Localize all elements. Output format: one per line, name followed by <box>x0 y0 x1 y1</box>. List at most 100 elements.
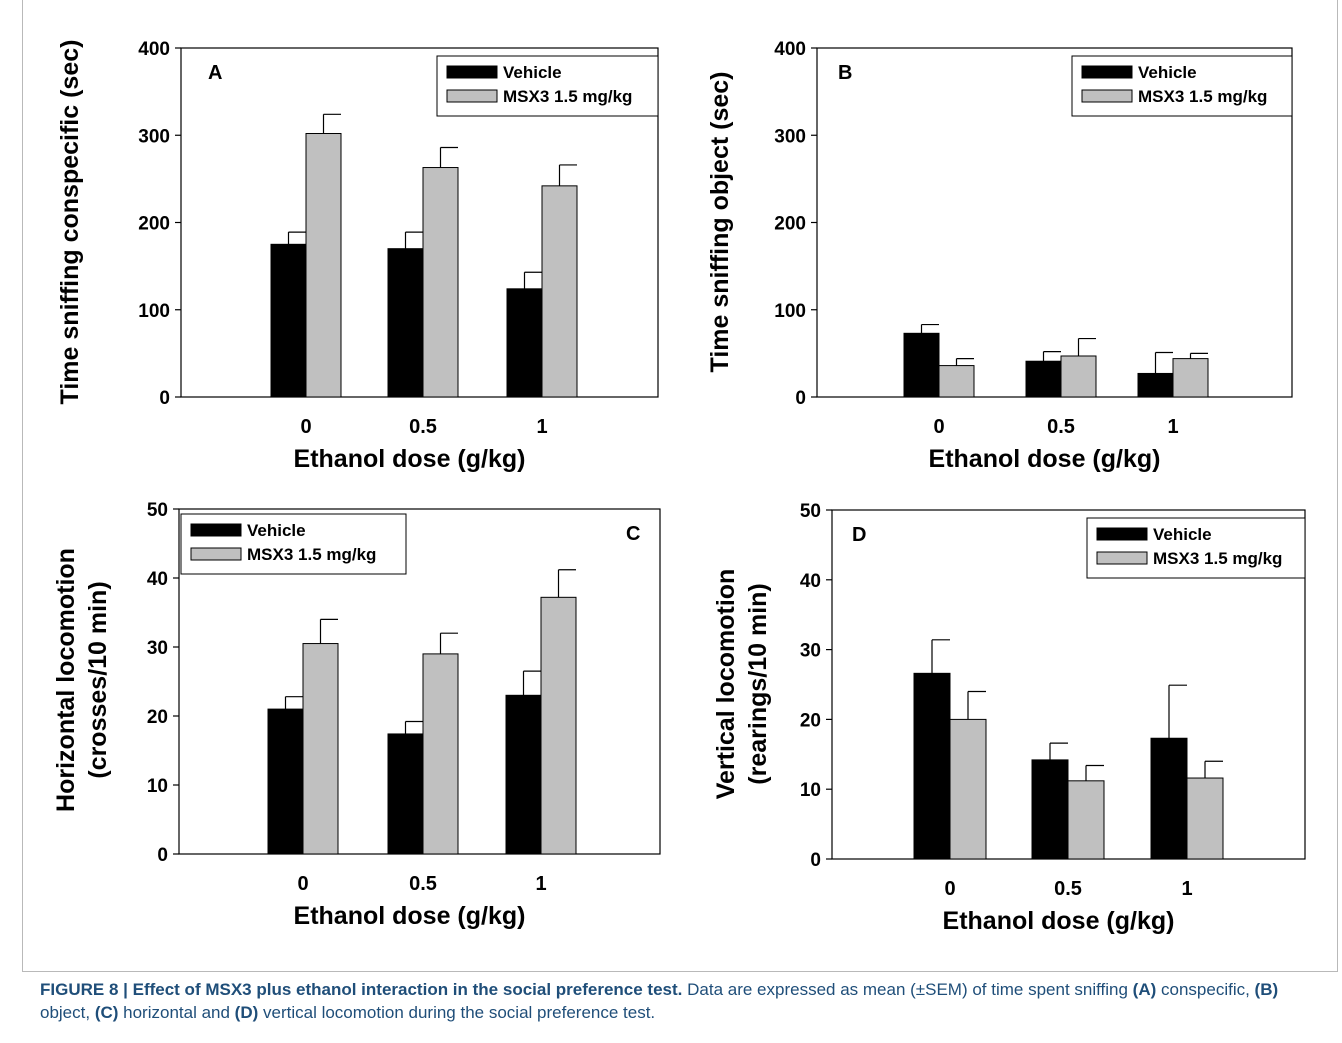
panel-c-ylabel-line: Horizontal locomotion <box>52 548 80 812</box>
panel-a-bar-vehicle <box>387 248 424 398</box>
panel-c-legend-label-vehicle: Vehicle <box>247 521 306 540</box>
panel-a-ytick-label: 100 <box>138 301 170 322</box>
panel-c-xtick-label: 0 <box>297 873 308 895</box>
caption-text-5: vertical locomotion during the social pr… <box>258 1003 656 1022</box>
panel-c-letter: C <box>626 523 640 545</box>
panel-b-xtick-label: 0.5 <box>1047 416 1075 438</box>
panel-a-ytick-label: 300 <box>138 126 170 147</box>
panel-c-bar-msx3 <box>302 643 339 855</box>
panel-c-legend-label-msx3: MSX3 1.5 mg/kg <box>247 545 376 564</box>
panel-c-bar-vehicle <box>505 694 542 855</box>
panel-d-ytick-label: 50 <box>800 501 821 522</box>
panel-b-bar-vehicle <box>903 332 940 398</box>
caption-text-4: horizontal and <box>118 1003 235 1022</box>
panel-b-legend-label-vehicle: Vehicle <box>1138 63 1197 82</box>
panel-c-ytick-label: 20 <box>147 707 168 728</box>
panel-a-xtick-label: 1 <box>536 416 547 438</box>
panel-b-xlabel: Ethanol dose (g/kg) <box>929 445 1161 473</box>
panel-d-legend-swatch-msx3 <box>1096 551 1148 565</box>
panel-c-ytick-label: 40 <box>147 569 168 590</box>
panel-d-xlabel: Ethanol dose (g/kg) <box>943 907 1175 935</box>
panel-c-ytick-label: 50 <box>147 500 168 521</box>
panel-c-ytick-label: 0 <box>157 845 168 866</box>
panel-b-legend-swatch-msx3 <box>1081 89 1133 103</box>
panel-c-ylabel-line: (crosses/10 min) <box>84 581 112 778</box>
panel-a-legend-swatch-vehicle <box>446 65 498 79</box>
panel-a-letter: A <box>208 62 222 84</box>
panel-c-ylabel: Horizontal locomotion (crosses/10 min) <box>52 548 112 812</box>
panel-a-ytick-label: 400 <box>138 39 170 60</box>
panel-b-bar-msx3 <box>1172 358 1209 398</box>
panel-d-bar-vehicle <box>913 672 951 860</box>
panel-a-bar-msx3 <box>541 185 578 398</box>
panel-b-bar-msx3 <box>938 365 975 398</box>
panel-a-legend-label-msx3: MSX3 1.5 mg/kg <box>503 87 632 106</box>
panel-b-ytick-label: 400 <box>774 39 806 60</box>
panel-b-legend-label-msx3: MSX3 1.5 mg/kg <box>1138 87 1267 106</box>
panel-d-letter: D <box>852 524 866 546</box>
panel-c-bar-msx3 <box>540 596 577 855</box>
panel-d-xtick-label: 0.5 <box>1054 878 1082 900</box>
panel-c-bar-vehicle <box>267 708 304 855</box>
panel-b-ylabel-line: Time sniffing object (sec) <box>706 72 734 373</box>
caption-ref-c: (C) <box>94 1003 119 1022</box>
panel-a-bar-vehicle <box>270 243 307 398</box>
panel-a-legend-swatch-msx3 <box>446 89 498 103</box>
panel-d-ylabel: Vertical locomotion (rearings/10 min) <box>712 569 772 800</box>
panel-b-bar-vehicle <box>1137 372 1174 398</box>
panel-b-xtick-label: 1 <box>1167 416 1178 438</box>
panel-a-ylabel-line: Time sniffing conspecific (sec) <box>56 40 84 405</box>
panel-d-bar-msx3 <box>949 718 987 860</box>
panel-b-letter: B <box>838 62 852 84</box>
panel-b-ytick-label: 0 <box>795 388 806 409</box>
panel-c-ytick-label: 30 <box>147 638 168 659</box>
panel-d-bar-msx3 <box>1067 780 1105 860</box>
panel-d-bar-vehicle <box>1150 737 1188 860</box>
panel-c-ytick-label: 10 <box>147 776 168 797</box>
panel-d-xtick-label: 1 <box>1181 878 1192 900</box>
panel-a-xlabel: Ethanol dose (g/kg) <box>294 445 526 473</box>
panel-a-bar-msx3 <box>422 167 459 398</box>
panel-b-legend-swatch-vehicle <box>1081 65 1133 79</box>
panel-b-ytick-label: 100 <box>774 301 806 322</box>
panel-d-ylabel-line: Vertical locomotion <box>712 569 740 800</box>
panel-b-ytick-label: 200 <box>774 214 806 235</box>
caption-text-1: Data are expressed as mean (±SEM) of tim… <box>682 980 1133 999</box>
panel-d-ylabel-line: (rearings/10 min) <box>744 583 772 784</box>
panel-d-ytick-label: 0 <box>810 850 821 871</box>
panel-a-xtick-label: 0 <box>300 416 311 438</box>
panel-a-xtick-label: 0.5 <box>409 416 437 438</box>
panel-d-ytick-label: 20 <box>800 710 821 731</box>
caption-ref-a: (A) <box>1132 980 1157 999</box>
panel-d-legend-label-msx3: MSX3 1.5 mg/kg <box>1153 549 1282 568</box>
panel-b-bar-vehicle <box>1025 360 1062 398</box>
caption-text-3: object, <box>40 1003 95 1022</box>
panel-d-legend-swatch-vehicle <box>1096 527 1148 541</box>
panel-c-xtick-label: 0.5 <box>409 873 437 895</box>
panel-d-ytick-label: 40 <box>800 571 821 592</box>
caption-ref-d: (D) <box>234 1003 259 1022</box>
panel-b-ytick-label: 300 <box>774 126 806 147</box>
panel-d-legend-label-vehicle: Vehicle <box>1153 525 1212 544</box>
panel-a-bar-msx3 <box>305 133 342 398</box>
panel-a-bar-vehicle <box>506 288 543 398</box>
caption-ref-b: (B) <box>1254 980 1279 999</box>
panel-a-ytick-label: 0 <box>159 388 170 409</box>
panel-a-ylabel: Time sniffing conspecific (sec) <box>56 40 84 405</box>
panel-b-xtick-label: 0 <box>933 416 944 438</box>
panel-b-ylabel: Time sniffing object (sec) <box>706 72 734 373</box>
panel-d-ytick-label: 30 <box>800 641 821 662</box>
caption-text-2: conspecific, <box>1156 980 1255 999</box>
panel-c-legend-swatch-vehicle <box>190 523 242 537</box>
panel-c-bar-vehicle <box>387 733 424 855</box>
caption-label: FIGURE 8 | Effect of MSX3 plus ethanol i… <box>40 980 683 999</box>
figure-caption: FIGURE 8 | Effect of MSX3 plus ethanol i… <box>40 978 1330 1024</box>
panel-d-ytick-label: 10 <box>800 780 821 801</box>
panel-b-bar-msx3 <box>1060 355 1097 398</box>
panel-c-bar-msx3 <box>422 653 459 855</box>
panel-a-legend-label-vehicle: Vehicle <box>503 63 562 82</box>
panel-a-ytick-label: 200 <box>138 214 170 235</box>
panel-c-legend-swatch-msx3 <box>190 547 242 561</box>
panel-d-bar-msx3 <box>1186 777 1224 860</box>
